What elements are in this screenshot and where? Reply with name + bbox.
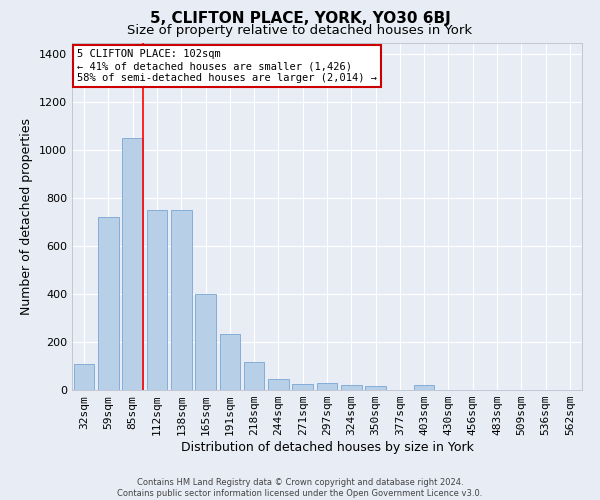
Text: 5, CLIFTON PLACE, YORK, YO30 6BJ: 5, CLIFTON PLACE, YORK, YO30 6BJ bbox=[149, 11, 451, 26]
Bar bbox=[317, 384, 337, 390]
Bar bbox=[195, 294, 216, 390]
Bar bbox=[146, 210, 167, 390]
Bar bbox=[341, 385, 362, 390]
Bar bbox=[98, 218, 119, 390]
Bar bbox=[220, 334, 240, 390]
Text: 5 CLIFTON PLACE: 102sqm
← 41% of detached houses are smaller (1,426)
58% of semi: 5 CLIFTON PLACE: 102sqm ← 41% of detache… bbox=[77, 50, 377, 82]
Text: Contains HM Land Registry data © Crown copyright and database right 2024.
Contai: Contains HM Land Registry data © Crown c… bbox=[118, 478, 482, 498]
Bar bbox=[244, 362, 265, 390]
Bar bbox=[414, 385, 434, 390]
Text: Size of property relative to detached houses in York: Size of property relative to detached ho… bbox=[127, 24, 473, 37]
Bar bbox=[292, 384, 313, 390]
Bar bbox=[365, 386, 386, 390]
Bar bbox=[122, 138, 143, 390]
Bar bbox=[268, 379, 289, 390]
Bar bbox=[171, 210, 191, 390]
Bar bbox=[74, 364, 94, 390]
X-axis label: Distribution of detached houses by size in York: Distribution of detached houses by size … bbox=[181, 441, 473, 454]
Y-axis label: Number of detached properties: Number of detached properties bbox=[20, 118, 34, 315]
